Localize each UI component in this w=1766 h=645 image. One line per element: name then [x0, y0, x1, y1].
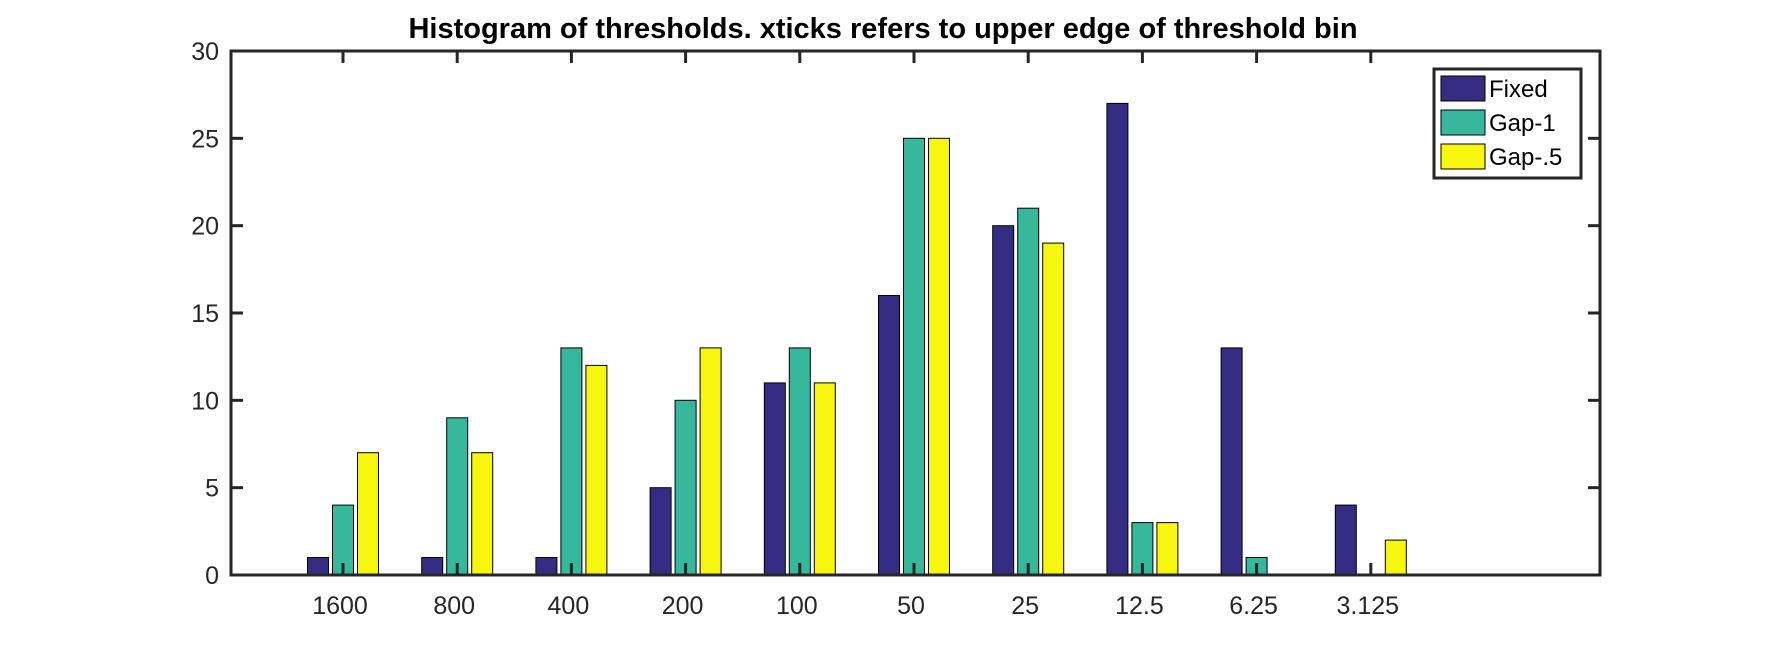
x-tick-label: 400: [548, 592, 590, 620]
bar-gap-5-400: [585, 364, 608, 576]
bar-gap-5-200: [699, 347, 722, 576]
legend-swatch: [1440, 75, 1486, 102]
y-tick-label: 25: [191, 125, 219, 153]
x-tick-label: 200: [662, 592, 704, 620]
y-tick-label: 20: [191, 213, 219, 241]
x-tick-label: 25: [1011, 592, 1039, 620]
y-tick-label: 10: [191, 387, 219, 415]
bar-gap-5-50: [928, 137, 950, 576]
bar-fixed-12_5: [1106, 102, 1129, 576]
legend-entry: Gap-.5: [1489, 144, 1562, 171]
legend-swatch: [1440, 143, 1486, 170]
bar-fixed-1600: [307, 557, 329, 576]
x-tick-label: 800: [433, 592, 475, 620]
legend-entry: Fixed: [1489, 76, 1548, 103]
x-tick-label: 1600: [312, 592, 368, 620]
bar-fixed-800: [421, 557, 444, 576]
bar-fixed-50: [878, 295, 900, 576]
bar-gap-5-100: [813, 382, 836, 576]
bar-gap-5-3_125: [1384, 539, 1407, 576]
bar-fixed-25: [992, 225, 1015, 576]
bar-gap-5-1600: [357, 452, 379, 576]
bar-fixed-3_125: [1334, 504, 1357, 576]
bar-fixed-100: [763, 382, 786, 576]
y-tick-label: 30: [191, 38, 219, 66]
x-tick-label: 3.125: [1337, 592, 1400, 620]
bar-gap-5-12_5: [1156, 522, 1179, 576]
bar-gap-1-100: [788, 347, 811, 576]
x-tick-label: 12.5: [1115, 592, 1164, 620]
bar-gap-1-800: [446, 417, 469, 576]
bars-layer: [307, 102, 1407, 576]
chart-title: Histogram of thresholds. xticks refers t…: [408, 13, 1357, 45]
x-tick-label: 100: [776, 592, 818, 620]
bar-fixed-6_25: [1220, 347, 1243, 576]
bar-gap-1-25: [1017, 207, 1040, 576]
bar-gap-5-800: [471, 452, 494, 576]
bar-fixed-400: [535, 557, 558, 576]
bar-gap-1-50: [903, 137, 925, 576]
bar-gap-5-25: [1042, 242, 1065, 576]
y-tick-label: 15: [191, 300, 219, 328]
y-tick-label: 0: [205, 562, 219, 590]
bar-fixed-200: [649, 487, 672, 576]
bar-gap-1-200: [674, 399, 697, 576]
x-tick-label: 50: [897, 592, 925, 620]
legend-entry: Gap-1: [1489, 110, 1556, 137]
bar-gap-1-400: [560, 347, 583, 576]
legend-swatch: [1440, 109, 1486, 136]
x-tick-label: 6.25: [1229, 592, 1278, 620]
axes-layer: 0 5 10 15 20 25 30 1600 800 400 200 100 50 25 12.5 6.25…: [191, 38, 1602, 620]
legend: Fixed Gap-1 Gap-.5: [1432, 67, 1583, 180]
y-tick-label: 5: [205, 475, 219, 503]
